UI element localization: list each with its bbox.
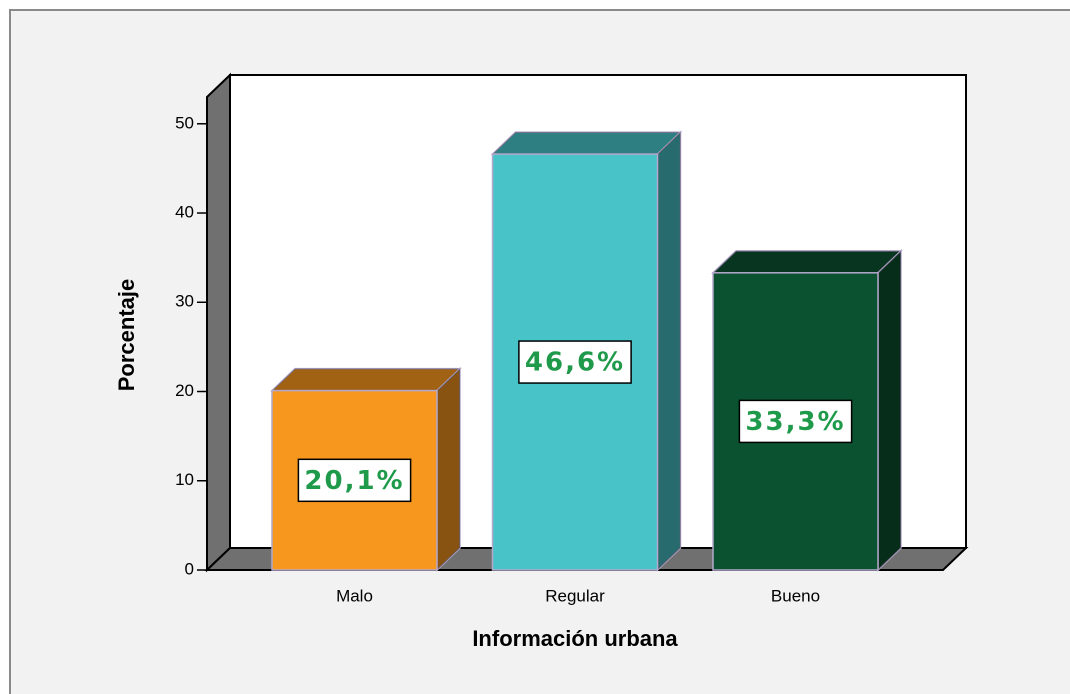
bar-side-shade bbox=[878, 250, 901, 570]
bar-group: 20,1% bbox=[270, 366, 462, 572]
value-label-box bbox=[518, 340, 632, 384]
value-label: 20,1% bbox=[304, 466, 404, 496]
y-tick-label: 30 bbox=[175, 292, 194, 311]
y-tick-label: 40 bbox=[175, 203, 194, 222]
value-label: 46,6% bbox=[525, 348, 625, 378]
left-wall bbox=[206, 72, 231, 573]
bar-top-shade bbox=[272, 368, 460, 391]
bar-group: 46,6% bbox=[490, 130, 683, 572]
y-tick-label: 10 bbox=[175, 470, 194, 489]
bar-top-shade bbox=[713, 250, 901, 273]
bar-top-shade bbox=[492, 132, 681, 155]
value-label: 33,3% bbox=[745, 407, 845, 437]
x-tick-label: Regular bbox=[545, 586, 605, 605]
y-tick-label: 20 bbox=[175, 381, 194, 400]
x-tick-label: Bueno bbox=[771, 586, 820, 605]
value-label-box bbox=[297, 458, 412, 503]
bar-side-shade bbox=[437, 368, 460, 570]
y-tick-label: 0 bbox=[185, 559, 194, 578]
y-axis-title: Porcentaje bbox=[114, 279, 139, 392]
y-tick-label: 50 bbox=[175, 113, 194, 132]
value-label-box bbox=[738, 399, 853, 444]
bar-group: 33,3% bbox=[711, 249, 903, 572]
x-axis-title: Información urbana bbox=[472, 626, 678, 651]
x-tick-label: Malo bbox=[336, 586, 373, 605]
bar-side-shade bbox=[657, 132, 681, 570]
